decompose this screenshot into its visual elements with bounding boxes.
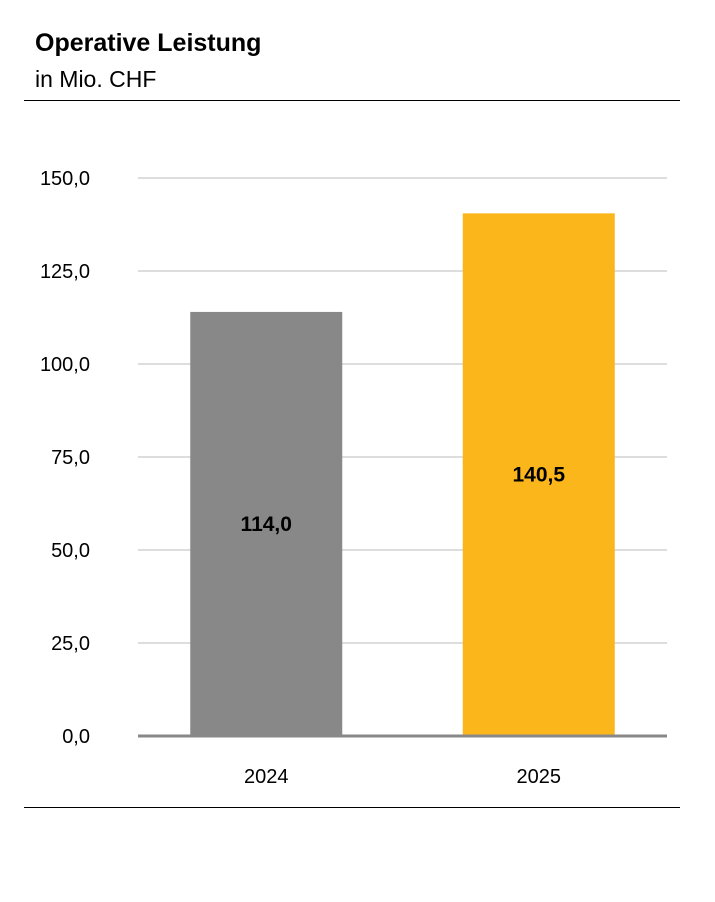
bar-2025 — [462, 213, 615, 737]
chart-title: Operative Leistung — [35, 29, 262, 57]
y-tick-label: 125,0 — [40, 261, 90, 283]
y-tick-label: 75,0 — [51, 447, 90, 469]
bottom-divider — [24, 807, 680, 808]
bar-2024 — [190, 311, 343, 736]
top-divider — [24, 100, 680, 101]
bar-value-label: 140,5 — [512, 464, 565, 487]
bar-value-label: 114,0 — [241, 513, 292, 536]
bar-value-labels: 114,0 140,5 — [241, 464, 566, 536]
y-axis-tick-labels: 0,0 25,0 50,0 75,0 100,0 125,0 150,0 — [40, 168, 90, 748]
x-tick-label: 2025 — [517, 766, 562, 788]
x-tick-label: 2024 — [244, 766, 289, 788]
y-tick-label: 100,0 — [40, 354, 90, 376]
x-axis-tick-labels: 2024 2025 — [244, 766, 561, 788]
chart-subtitle: in Mio. CHF — [35, 66, 157, 92]
y-tick-label: 0,0 — [62, 726, 90, 748]
y-tick-label: 50,0 — [51, 540, 90, 562]
y-tick-label: 150,0 — [40, 168, 90, 190]
bars — [190, 213, 615, 737]
y-tick-label: 25,0 — [51, 633, 90, 655]
